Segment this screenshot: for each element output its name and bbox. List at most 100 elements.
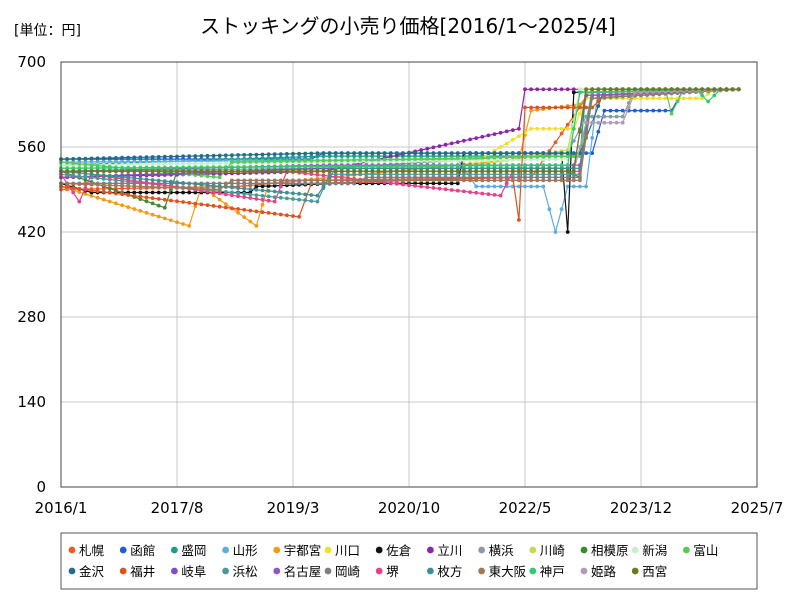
data-point bbox=[419, 169, 424, 174]
data-point bbox=[315, 193, 320, 198]
data-point bbox=[578, 105, 582, 110]
data-point bbox=[407, 183, 411, 188]
data-point bbox=[492, 193, 497, 197]
data-point bbox=[95, 189, 100, 194]
data-point bbox=[205, 187, 210, 191]
data-point bbox=[425, 178, 430, 183]
data-point bbox=[571, 169, 576, 174]
data-point bbox=[89, 188, 94, 193]
data-point bbox=[162, 165, 167, 170]
data-point bbox=[291, 178, 295, 183]
data-point bbox=[492, 166, 497, 171]
data-point bbox=[101, 173, 106, 178]
y-tick-label: 420 bbox=[17, 223, 46, 241]
data-point bbox=[559, 163, 564, 168]
data-point bbox=[565, 105, 570, 110]
data-point bbox=[504, 181, 509, 186]
data-point bbox=[401, 164, 405, 169]
data-point bbox=[333, 174, 338, 179]
data-point bbox=[425, 181, 430, 186]
legend-marker bbox=[375, 567, 383, 575]
data-point bbox=[217, 175, 222, 180]
data-point bbox=[517, 172, 521, 177]
data-point bbox=[327, 169, 332, 174]
data-point bbox=[77, 174, 82, 179]
data-point bbox=[553, 166, 558, 171]
data-point bbox=[144, 210, 149, 215]
series-line bbox=[60, 88, 739, 166]
data-point bbox=[669, 96, 674, 101]
data-point bbox=[211, 153, 216, 158]
data-point bbox=[608, 108, 613, 113]
data-point bbox=[175, 199, 179, 204]
data-point bbox=[517, 169, 521, 174]
data-point bbox=[230, 185, 234, 190]
legend-marker bbox=[222, 546, 230, 554]
data-point bbox=[602, 93, 607, 97]
legend-label: 川口 bbox=[335, 543, 360, 558]
data-point bbox=[364, 169, 369, 174]
data-point bbox=[285, 152, 289, 156]
data-point bbox=[150, 169, 155, 174]
data-point bbox=[339, 178, 344, 183]
data-point bbox=[291, 191, 295, 196]
data-point bbox=[144, 165, 149, 170]
data-point bbox=[315, 151, 320, 156]
data-point bbox=[95, 156, 100, 161]
data-point bbox=[309, 169, 314, 174]
legend-label: 岐阜 bbox=[181, 564, 206, 579]
data-point bbox=[437, 144, 442, 149]
data-point bbox=[553, 151, 558, 156]
data-point bbox=[303, 192, 308, 197]
data-point bbox=[425, 151, 430, 156]
data-point bbox=[101, 177, 106, 181]
data-point bbox=[449, 141, 454, 146]
data-point bbox=[114, 169, 118, 174]
data-point bbox=[486, 155, 491, 160]
data-point bbox=[193, 169, 198, 174]
data-point bbox=[706, 99, 711, 104]
data-point bbox=[382, 175, 387, 180]
data-point bbox=[565, 163, 570, 168]
data-point bbox=[486, 169, 491, 174]
data-point bbox=[394, 175, 399, 180]
data-point bbox=[254, 159, 259, 164]
data-point bbox=[77, 169, 82, 174]
data-point bbox=[480, 172, 485, 177]
series-line bbox=[61, 88, 739, 160]
data-point bbox=[138, 194, 143, 199]
data-point bbox=[217, 169, 222, 174]
data-point bbox=[254, 197, 259, 201]
data-point bbox=[547, 172, 552, 177]
legend-label: 富山 bbox=[693, 543, 718, 558]
legend-label: 新潟 bbox=[642, 543, 667, 558]
data-point bbox=[230, 153, 234, 158]
data-point bbox=[462, 178, 466, 183]
data-point bbox=[230, 165, 234, 170]
legend-label: 相模原 bbox=[591, 543, 629, 558]
data-point bbox=[126, 169, 131, 174]
data-point bbox=[651, 87, 656, 92]
legend-label: 宇都宮 bbox=[284, 543, 322, 558]
data-point bbox=[260, 202, 265, 207]
data-point bbox=[333, 151, 338, 156]
data-point bbox=[315, 172, 320, 177]
data-point bbox=[419, 181, 424, 186]
data-point bbox=[223, 205, 228, 210]
data-point bbox=[498, 184, 503, 189]
data-point bbox=[492, 132, 497, 137]
data-point bbox=[462, 172, 466, 177]
data-point bbox=[236, 181, 241, 186]
data-point bbox=[431, 186, 436, 190]
data-point bbox=[236, 165, 241, 170]
data-point bbox=[89, 166, 94, 171]
data-point bbox=[455, 172, 460, 177]
data-point bbox=[571, 175, 576, 180]
data-point bbox=[535, 175, 540, 180]
data-point bbox=[364, 172, 369, 177]
legend-item: 名古屋 bbox=[273, 564, 321, 579]
data-point bbox=[547, 126, 552, 131]
data-point bbox=[633, 90, 637, 95]
data-point bbox=[150, 212, 155, 217]
legend-marker bbox=[580, 567, 588, 575]
